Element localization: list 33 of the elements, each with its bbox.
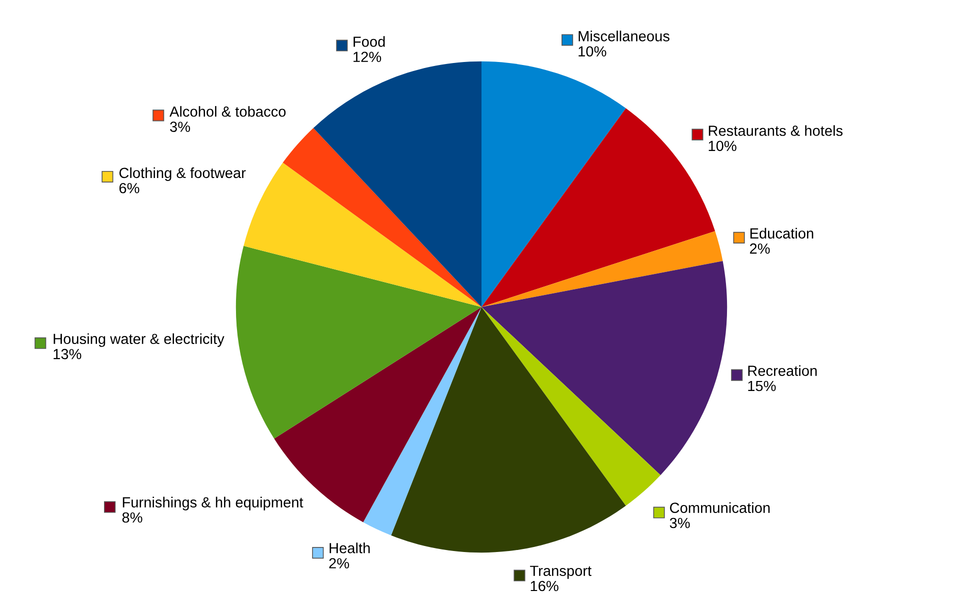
data-label: 10% bbox=[578, 46, 606, 57]
pie-slice bbox=[282, 128, 482, 307]
pie-slice bbox=[482, 307, 661, 506]
data-label: 8% bbox=[122, 512, 142, 523]
pie-slice bbox=[391, 307, 626, 553]
data-label: 10% bbox=[708, 140, 736, 152]
legend-label: Communication bbox=[670, 502, 770, 513]
data-label: 15% bbox=[748, 380, 776, 392]
legend-label: Clothing & footwear bbox=[119, 167, 246, 181]
legend-label: Housing water & electricity bbox=[54, 333, 224, 347]
pie-slice bbox=[236, 246, 482, 439]
pie-slice bbox=[482, 231, 723, 307]
legend-label: Recreation bbox=[748, 365, 817, 376]
pie-slice bbox=[482, 260, 728, 476]
pie-slice bbox=[363, 307, 482, 536]
data-label: 13% bbox=[54, 348, 82, 360]
data-label: 16% bbox=[530, 580, 558, 592]
data-label: 2% bbox=[329, 558, 350, 568]
legend-label: Health bbox=[330, 542, 370, 554]
pie-slice bbox=[313, 61, 482, 307]
data-label: 3% bbox=[170, 122, 190, 132]
legend-label: Miscellaneous bbox=[578, 30, 670, 42]
data-label: 3% bbox=[670, 518, 690, 528]
legend-label: Education bbox=[750, 228, 814, 239]
legend-label: Restaurants & hotels bbox=[708, 125, 843, 136]
legend-label: Transport bbox=[530, 566, 592, 579]
data-label: 2% bbox=[750, 243, 770, 254]
data-label: 6% bbox=[119, 182, 140, 194]
data-label: 12% bbox=[354, 52, 382, 62]
legend-label: Alcohol & tobacco bbox=[170, 106, 286, 117]
pie-slice bbox=[482, 61, 626, 307]
legend-label: Furnishings & hh equipment bbox=[122, 496, 304, 510]
legend-label: Food bbox=[354, 36, 385, 47]
